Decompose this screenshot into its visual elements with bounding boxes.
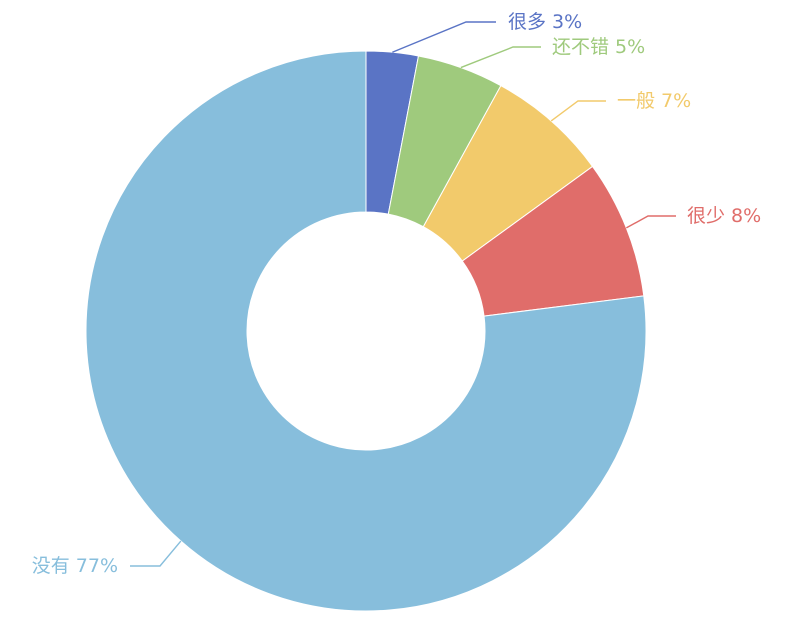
- leader-lines-group: [130, 21, 676, 567]
- labels-group: 很多 3% 还不错 5% 一般 7% 很少 8% 没有 77%: [32, 11, 761, 577]
- label-leader-line: [550, 100, 606, 122]
- slices-group: [85, 50, 647, 612]
- slice-label: 很少 8%: [687, 205, 761, 227]
- slice-label-value: 7: [661, 90, 673, 112]
- slice-label: 一般 7%: [617, 90, 691, 112]
- slice-label-unit: %: [743, 205, 761, 227]
- label-leader-line: [392, 21, 496, 53]
- slice-label-name: 很多: [508, 11, 546, 33]
- slice-label-unit: %: [673, 90, 691, 112]
- slice-label: 没有 77%: [32, 555, 118, 577]
- slice-label-value: 8: [731, 205, 743, 227]
- slice-label: 还不错 5%: [552, 36, 645, 58]
- slice-label-unit: %: [100, 555, 118, 577]
- pie-slice[interactable]: [85, 50, 647, 612]
- slice-label-value: 77: [76, 555, 100, 577]
- label-leader-line: [625, 215, 676, 229]
- slice-label-unit: %: [564, 11, 582, 33]
- slice-label: 很多 3%: [508, 11, 582, 33]
- slice-label-unit: %: [627, 36, 645, 58]
- slice-label-value: 5: [615, 36, 627, 58]
- slice-label-name: 一般: [617, 90, 655, 112]
- slice-label-name: 还不错: [552, 36, 609, 58]
- slice-label-name: 很少: [687, 205, 725, 227]
- label-leader-line: [130, 540, 182, 567]
- label-leader-line: [460, 46, 541, 69]
- slice-label-value: 3: [552, 11, 564, 33]
- slice-label-name: 没有: [32, 555, 70, 577]
